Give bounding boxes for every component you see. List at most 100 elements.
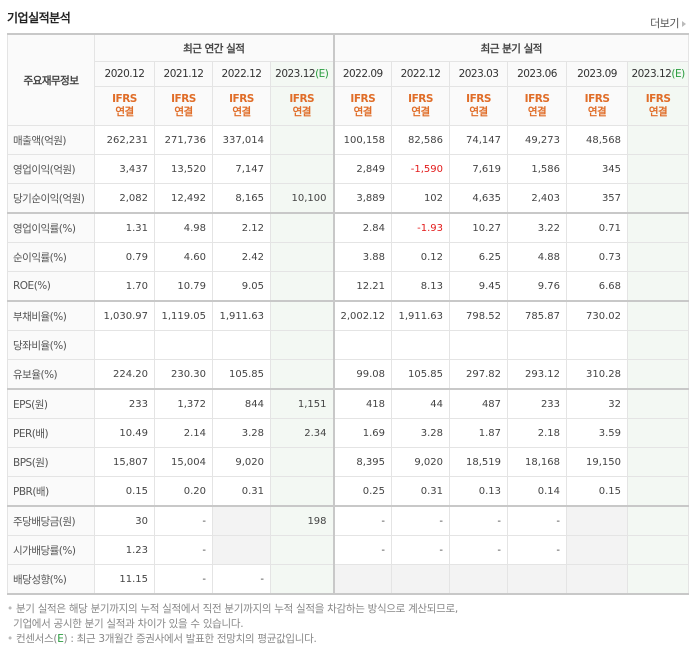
value-cell [449,564,509,595]
value-cell: 224.20 [94,359,155,390]
value-cell: - [449,505,509,536]
value-cell: 15,004 [154,447,213,477]
value-cell [627,505,690,536]
value-cell [269,330,335,360]
value-cell: 230.30 [154,359,213,390]
table-row: 매출액(억원) 262,231 271,736 337,014 100,158 82,58… [7,125,690,155]
value-cell [627,535,690,565]
value-cell: - [154,505,213,536]
value-cell: 233 [94,388,155,419]
value-cell: 337,014 [212,125,271,155]
value-cell [627,154,690,184]
value-cell: 297.82 [449,359,509,390]
row-label: 영업이익률(%) [7,212,95,243]
row-label: 당좌비율(%) [7,330,95,360]
value-cell: 100,158 [332,125,393,155]
value-cell: 2,082 [94,183,155,214]
value-cell: 2,403 [507,183,568,214]
value-cell: 0.73 [566,242,629,272]
basis-header: IFRS 연결 [94,86,155,126]
footnote-2: • 컨센서스(E) : 최근 3개월간 증권사에서 발표한 전망치의 평균값입니… [7,633,317,645]
value-cell [449,330,509,360]
value-cell [566,535,629,565]
value-cell [627,359,690,390]
table-row: 영업이익(억원) 3,437 13,520 7,147 2,849 -1,590 7,619… [7,154,690,184]
value-cell [627,564,690,595]
value-cell: 7,147 [212,154,271,184]
value-cell: 198 [269,505,335,536]
row-label: BPS(원) [7,447,95,477]
value-cell: 1,586 [507,154,568,184]
value-cell [269,125,335,155]
value-cell: 10.27 [449,212,509,243]
value-cell: 18,519 [449,447,509,477]
value-cell: 0.71 [566,212,629,243]
value-cell: 1,911.63 [212,300,271,331]
value-cell: 15,807 [94,447,155,477]
row-label: 유보율(%) [7,359,95,390]
value-cell [269,212,335,243]
value-cell: 4.98 [154,212,213,243]
value-cell: 310.28 [566,359,629,390]
value-cell: 0.25 [332,476,393,507]
value-cell [627,242,690,272]
row-label: EPS(원) [7,388,95,419]
value-cell: 82,586 [391,125,451,155]
value-cell [627,271,690,302]
estimate-mark: (E) [315,68,329,80]
section-title: 기업실적분석 [7,11,71,25]
value-cell: 9.76 [507,271,568,302]
value-cell: 418 [332,388,393,419]
value-cell [269,447,335,477]
value-cell: - [212,564,271,595]
value-cell [391,330,451,360]
value-cell: 798.52 [449,300,509,331]
value-cell [627,300,690,331]
period-header: 2023.12(E) [269,61,335,87]
value-cell: 4,635 [449,183,509,214]
value-cell: 262,231 [94,125,155,155]
value-cell: 7,619 [449,154,509,184]
more-label: 더보기 [650,17,679,30]
value-cell: 3,889 [332,183,393,214]
value-cell: 844 [212,388,271,419]
value-cell: 293.12 [507,359,568,390]
value-cell: 10.49 [94,418,155,448]
value-cell: 19,150 [566,447,629,477]
period-header: 2023.06 [507,61,568,87]
value-cell: 1,030.97 [94,300,155,331]
value-cell [332,564,393,595]
value-cell: 3.28 [212,418,271,448]
value-cell: - [507,505,568,536]
value-cell: 1.70 [94,271,155,302]
more-link[interactable]: 더보기 [650,15,686,31]
table-row: 순이익률(%) 0.79 4.60 2.42 3.88 0.12 6.25 4.88 0.73 [7,242,690,272]
row-label: 주당배당금(원) [7,505,95,536]
value-cell: 8,395 [332,447,393,477]
value-cell: 2.84 [332,212,393,243]
value-cell: 99.08 [332,359,393,390]
value-cell [269,300,335,331]
table-row: 주당배당금(원) 30-198- - - - [7,505,690,536]
table-row: 영업이익률(%) 1.31 4.98 2.12 2.84 -1.93 10.27 3.22 0.… [7,212,690,243]
basis-header: IFRS 연결 [449,86,509,126]
value-cell [627,212,690,243]
table-row: 배당성향(%) 11.15- - [7,564,690,595]
value-cell: 11.15 [94,564,155,595]
value-cell: 0.15 [94,476,155,507]
value-cell: 44 [391,388,451,419]
value-cell: 12.21 [332,271,393,302]
value-cell: 2.14 [154,418,213,448]
period-header: 2022.12 [391,61,451,87]
value-cell [627,330,690,360]
value-cell [269,535,335,565]
value-cell: 32 [566,388,629,419]
value-cell: 3.59 [566,418,629,448]
value-cell: - [449,535,509,565]
value-cell [627,388,690,419]
value-cell [269,154,335,184]
value-cell [269,564,335,595]
period-header: 2023.03 [449,61,509,87]
value-cell: 2,849 [332,154,393,184]
value-cell: - [154,564,213,595]
